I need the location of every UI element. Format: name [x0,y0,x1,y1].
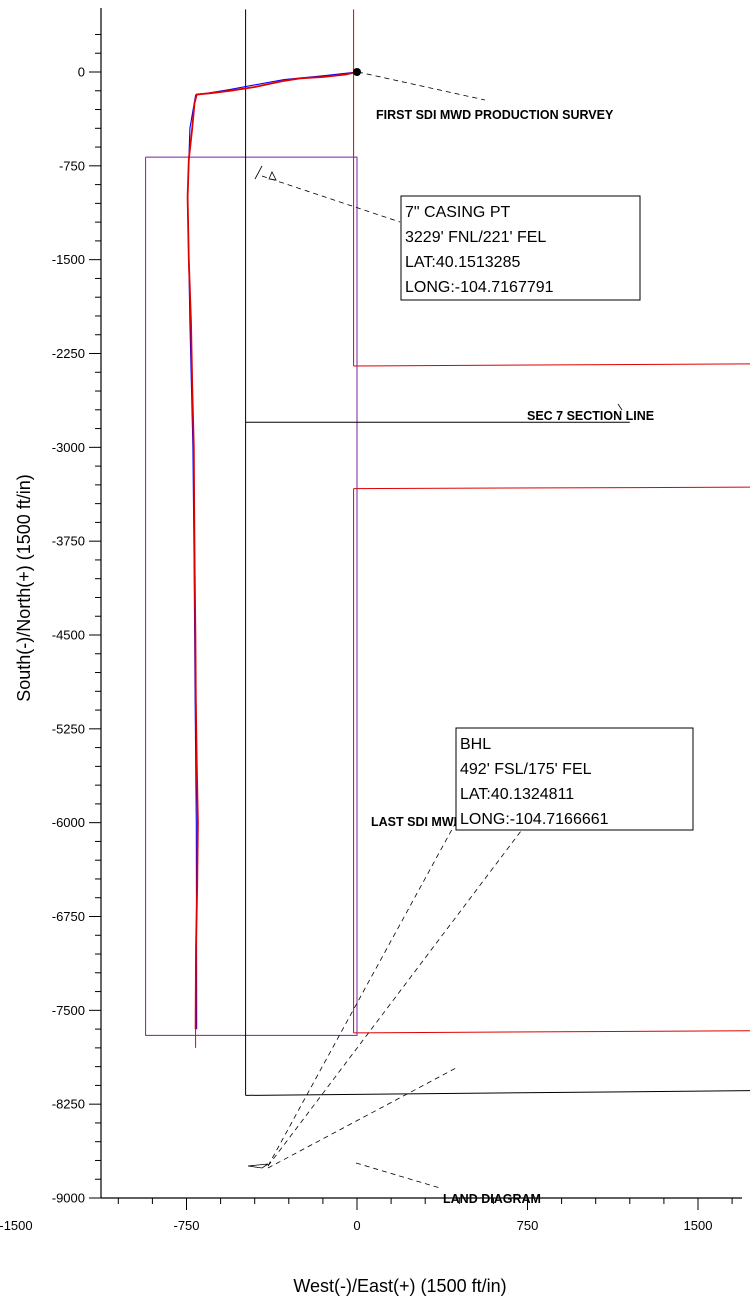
bhl-line-3: LAT:40.1324811 [460,786,574,803]
x-tick-label: -750 [173,1218,199,1233]
bhl-leader-1 [267,821,457,1167]
purple-boundary-0 [145,156,358,1036]
x-tick-label: 0 [353,1218,360,1233]
casing-pt-line-2: 3229' FNL/221' FEL [405,229,546,246]
y-tick-label: -4500 [52,628,85,643]
casing-pt-line-4: LONG:-104.7167791 [405,279,554,296]
land-diagram-leader [355,1162,441,1189]
x-ticks: -1500-750075015002250 [0,1198,733,1233]
wellbore-path-series-1 [186,71,358,1030]
casing-pt-marker [254,165,277,181]
y-tick-label: -9000 [52,1191,85,1206]
wellbore-series [186,68,361,1030]
x-tick-label: 1500 [684,1218,713,1233]
first-survey-leader [357,71,486,101]
y-tick-label: -6000 [52,815,85,830]
bhl-leader-2 [267,1067,457,1169]
bhl-marker [247,1163,269,1169]
casing-pt-leader [261,175,401,223]
y-tick-label: -2250 [52,346,85,361]
y-axis-title: South(-)/North(+) (1500 ft/in) [14,474,34,702]
x-tick-label: 750 [517,1218,539,1233]
y-tick-label: -7500 [52,1003,85,1018]
axes [100,8,742,1199]
x-axis-title: West(-)/East(+) (1500 ft/in) [293,1276,506,1296]
land-diagram-label: LAND DIAGRAM [443,1192,541,1206]
y-tick-label: -1500 [52,252,85,267]
bhl-box [455,727,694,831]
y-tick-label: -8250 [52,1097,85,1112]
y-tick-label: -5250 [52,721,85,736]
y-tick-label: 0 [78,65,85,80]
boundary-lines [145,9,750,1096]
casing-pt-line-3: LAT:40.1513285 [405,254,520,271]
section-line-tick [617,403,623,411]
y-tick-label: -3000 [52,440,85,455]
casing-pt-box [400,195,641,301]
section-line-label: SEC 7 SECTION LINE [527,409,654,423]
bhl-line-4: LONG:-104.7166661 [460,811,609,828]
red-boundary-1 [353,363,750,367]
bhl-line-1: BHL [460,736,491,753]
y-tick-label: -750 [59,158,85,173]
y-tick-label: -3750 [52,534,85,549]
y-ticks: 0 -750 -1500 -2250 -3000 -3750 -4500 -5250 -6000… [52,33,101,1206]
red-boundary-2 [353,486,750,490]
red-boundary-4 [353,1030,750,1034]
annotations: FIRST SDI MWD PRODUCTION SURVEY 7" CASIN… [247,71,694,1206]
survey-start-dot-0 [353,68,361,76]
last-survey-leader [267,830,522,1167]
first-survey-label: FIRST SDI MWD PRODUCTION SURVEY [376,108,614,122]
bhl-line-2: 492' FSL/175' FEL [460,761,592,778]
wellbore-path-series-0 [187,71,358,1030]
casing-pt-line-1: 7" CASING PT [405,204,510,221]
black-boundary-1 [245,1090,750,1096]
y-tick-label: -6750 [52,909,85,924]
x-tick-label: -1500 [0,1218,33,1233]
